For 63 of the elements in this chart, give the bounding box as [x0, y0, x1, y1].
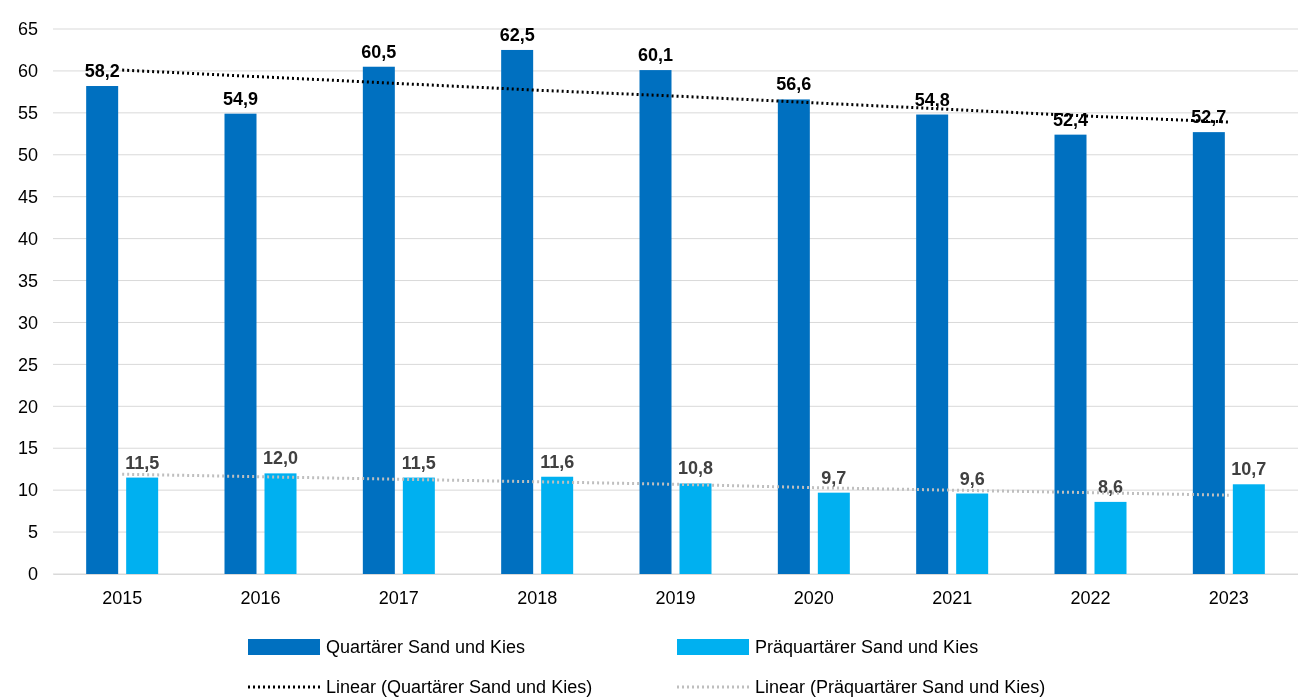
bar: [264, 473, 297, 574]
legend-label: Quartärer Sand und Kies: [326, 637, 526, 657]
y-tick-label: 35: [17, 270, 38, 291]
data-label: 10,8: [677, 458, 714, 479]
bar: [1094, 501, 1127, 574]
x-tick-label: 2017: [378, 587, 419, 608]
data-label: 11,5: [401, 452, 436, 473]
bar: [541, 476, 574, 574]
data-label: 11,6: [540, 451, 575, 472]
y-tick-label: 20: [17, 396, 38, 417]
data-label: 9,6: [959, 468, 985, 489]
bar: [777, 99, 810, 574]
bar: [402, 477, 435, 574]
y-tick-label: 45: [17, 186, 38, 207]
x-tick-label: 2019: [655, 587, 696, 608]
legend-label: Linear (Quartärer Sand und Kies): [326, 677, 593, 697]
data-label: 60,5: [361, 41, 397, 62]
data-label: 54,8: [914, 89, 950, 110]
x-tick-label: 2020: [793, 587, 834, 608]
x-tick-label: 2023: [1208, 587, 1249, 608]
bar: [126, 477, 159, 574]
bar: [679, 483, 712, 574]
x-tick-label: 2021: [932, 587, 973, 608]
y-tick-label: 55: [17, 103, 38, 124]
y-tick-label: 15: [17, 438, 38, 459]
bar: [1192, 132, 1225, 574]
legend-label: Präquartärer Sand und Kies: [755, 637, 979, 657]
legend-label: Linear (Präquartärer Sand und Kies): [755, 677, 1046, 697]
y-tick-label: 60: [17, 61, 38, 82]
bar: [956, 493, 989, 574]
y-tick-label: 5: [27, 522, 38, 543]
bar: [501, 49, 534, 574]
data-label: 60,1: [637, 45, 674, 66]
y-tick-label: 10: [17, 480, 38, 501]
bar: [817, 492, 850, 574]
y-tick-label: 65: [17, 19, 38, 40]
data-label: 62,5: [499, 24, 535, 45]
bar: [224, 113, 257, 574]
data-label: 10,7: [1231, 459, 1267, 480]
data-label: 52,7: [1191, 107, 1227, 128]
y-tick-label: 40: [17, 228, 38, 249]
x-tick-label: 2016: [240, 587, 281, 608]
data-label: 58,2: [84, 61, 120, 82]
y-tick-label: 25: [17, 354, 38, 375]
x-tick-label: 2018: [517, 587, 558, 608]
bar: [639, 70, 672, 574]
data-label: 8,6: [1097, 476, 1124, 497]
data-label: 52,4: [1052, 109, 1089, 130]
data-label: 56,6: [776, 74, 812, 95]
bar: [1232, 484, 1265, 574]
y-tick-label: 0: [27, 564, 38, 585]
data-label: 9,7: [821, 467, 847, 488]
x-tick-label: 2015: [102, 587, 143, 608]
y-tick-label: 30: [17, 312, 38, 333]
bar: [1054, 134, 1087, 574]
data-label: 54,9: [222, 88, 259, 109]
bar: [362, 66, 395, 574]
x-tick-label: 2022: [1070, 587, 1111, 608]
bar: [86, 86, 119, 574]
y-tick-label: 50: [17, 145, 38, 166]
data-label: 12,0: [262, 448, 299, 469]
bar: [916, 114, 949, 574]
data-label: 11,5: [125, 452, 160, 473]
